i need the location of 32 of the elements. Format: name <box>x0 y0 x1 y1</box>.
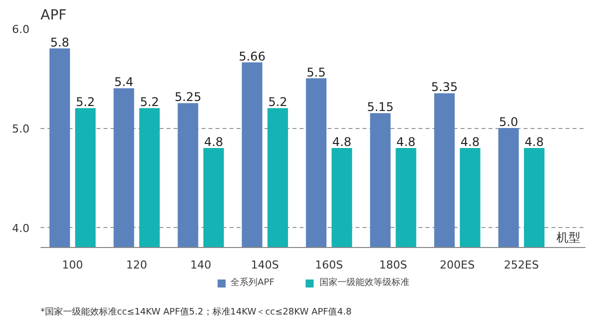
x-tick-label: 100 <box>62 258 84 272</box>
text: *国家一级能效标准cc≤14KW APF值5.2；标准14KW＜cc≤28KW APF值4.8 <box>40 306 352 318</box>
x-tick-label: 200ES <box>440 258 475 272</box>
legend-label: 全系列APF <box>230 276 274 289</box>
x-tick-label: 252ES <box>504 258 539 272</box>
data-label: 4.8 <box>204 134 224 149</box>
data-label: 5.0 <box>499 115 518 130</box>
x-tick-label: 180S <box>379 258 408 272</box>
data-label: 4.8 <box>332 134 352 149</box>
x-tick-label: 120 <box>126 258 148 272</box>
data-label: 4.8 <box>396 134 416 149</box>
data-label: 5.15 <box>366 100 394 114</box>
y-tick-label: 6.0 <box>12 23 30 36</box>
x-tick-label: 160S <box>315 258 344 272</box>
data-label: 5.4 <box>114 75 134 90</box>
data-label: 4.8 <box>524 134 544 149</box>
data-label: 5.35 <box>431 80 458 94</box>
data-label: 5.2 <box>140 95 160 110</box>
legend-label: 国家一级能效等级标准 <box>319 276 410 289</box>
data-label: 4.8 <box>460 134 480 149</box>
data-label: 5.5 <box>306 65 326 80</box>
data-label: 5.2 <box>268 95 288 110</box>
x-tick-label: 140S <box>250 258 279 272</box>
data-label: 5.2 <box>76 95 95 110</box>
y-tick-label: 5.0 <box>12 122 30 136</box>
data-label: 5.66 <box>238 49 266 64</box>
data-label: 5.8 <box>50 35 70 50</box>
y-tick-label: 4.0 <box>12 222 30 236</box>
x-axis-title: 机型 <box>556 230 581 244</box>
x-tick-label: 140 <box>190 258 212 272</box>
y-axis-title: APF <box>40 8 67 24</box>
data-label: 5.25 <box>174 90 202 104</box>
